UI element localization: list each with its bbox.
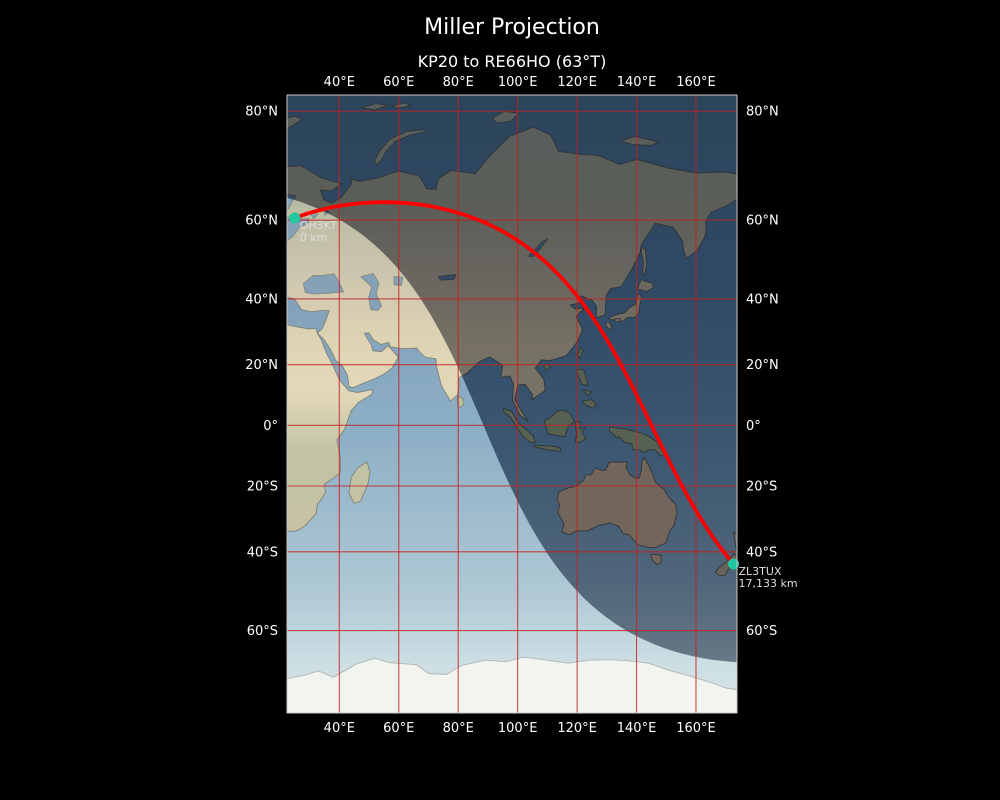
land-franz-josef-east bbox=[392, 102, 412, 109]
land-honshu bbox=[609, 293, 643, 322]
lat-tick-right: 80°N bbox=[746, 105, 779, 120]
land-new-siberian-islands bbox=[619, 136, 660, 146]
lon-tick-bottom: 80°E bbox=[443, 721, 474, 736]
end-marker-label: ZL3TUX bbox=[739, 565, 782, 578]
axes-title: KP20 to RE66HO (63°T) bbox=[418, 52, 607, 71]
lat-tick-right: 20°S bbox=[746, 479, 777, 494]
land-shikoku bbox=[614, 318, 621, 323]
lat-tick-right: 40°S bbox=[746, 545, 777, 560]
land-eurasia bbox=[287, 126, 737, 422]
lat-tick-left: 40°N bbox=[245, 292, 278, 307]
land-antarctica bbox=[287, 656, 737, 713]
lon-tick-bottom: 160°E bbox=[676, 721, 716, 736]
land-sakhalin bbox=[640, 246, 648, 276]
lon-tick-bottom: 60°E bbox=[383, 721, 414, 736]
lat-tick-left: 60°S bbox=[247, 624, 278, 639]
figure-title: Miller Projection bbox=[424, 15, 600, 40]
lon-tick-top: 140°E bbox=[617, 75, 657, 90]
end-marker-distance: 17,133 km bbox=[739, 577, 798, 590]
lon-tick-top: 80°E bbox=[443, 75, 474, 90]
lat-tick-left: 0° bbox=[263, 419, 278, 434]
lat-tick-right: 20°N bbox=[746, 358, 779, 373]
start-marker-distance: 0 km bbox=[300, 231, 328, 244]
night-shade-overlay bbox=[287, 95, 737, 663]
start-marker-label: OH3KT bbox=[300, 219, 337, 232]
land-madagascar bbox=[348, 461, 371, 504]
lon-tick-top: 40°E bbox=[324, 75, 355, 90]
land-sri-lanka bbox=[456, 395, 465, 408]
lat-tick-left: 40°S bbox=[247, 545, 278, 560]
lon-tick-bottom: 100°E bbox=[498, 721, 538, 736]
lon-tick-bottom: 140°E bbox=[617, 721, 657, 736]
lon-tick-bottom: 40°E bbox=[324, 721, 355, 736]
tick-label-layer: 40°E 40°E 60°E 60°E 80°E 80°E 100°E 100°E 120°E 1… bbox=[245, 75, 779, 736]
lat-tick-right: 60°S bbox=[746, 624, 777, 639]
land-new-guinea bbox=[609, 426, 670, 457]
land-luzon bbox=[576, 368, 589, 387]
land-taiwan bbox=[576, 347, 584, 359]
land-africa bbox=[287, 324, 374, 532]
great-circle-path bbox=[292, 200, 736, 566]
basemap-layer bbox=[287, 95, 737, 713]
lat-tick-right: 0° bbox=[746, 419, 761, 434]
aral-sea bbox=[393, 275, 404, 286]
lon-tick-top: 100°E bbox=[498, 75, 538, 90]
lake-ladoga bbox=[309, 212, 319, 220]
lake-balkhash bbox=[437, 274, 457, 281]
land-visayas bbox=[583, 389, 593, 397]
land-franz-josef-land bbox=[361, 103, 389, 111]
land-borneo bbox=[543, 409, 575, 438]
lon-tick-top: 60°E bbox=[383, 75, 414, 90]
lat-tick-left: 60°N bbox=[245, 214, 278, 229]
land-java bbox=[532, 445, 562, 452]
lon-tick-bottom: 120°E bbox=[557, 721, 597, 736]
land-australia bbox=[556, 457, 678, 549]
start-marker bbox=[289, 212, 301, 224]
lat-tick-left: 20°S bbox=[247, 479, 278, 494]
land-severnaya-zemlya bbox=[491, 110, 520, 124]
lon-tick-top: 160°E bbox=[676, 75, 716, 90]
end-marker bbox=[728, 558, 740, 570]
lat-tick-right: 60°N bbox=[746, 214, 779, 229]
map-border bbox=[286, 94, 738, 714]
great-circle-clip-group bbox=[292, 200, 736, 566]
black-sea bbox=[302, 273, 345, 295]
land-tasmania bbox=[650, 553, 662, 566]
lat-tick-left: 80°N bbox=[245, 105, 278, 120]
lon-tick-top: 120°E bbox=[557, 75, 597, 90]
land-mindanao bbox=[582, 399, 598, 409]
gridline-layer bbox=[287, 95, 737, 713]
lat-tick-right: 40°N bbox=[746, 292, 779, 307]
land-svalbard bbox=[287, 115, 303, 130]
land-kyushu bbox=[605, 321, 613, 331]
lat-tick-left: 20°N bbox=[245, 358, 278, 373]
land-hokkaido bbox=[636, 278, 654, 293]
caspian-sea bbox=[360, 272, 382, 311]
land-novaya-zemlya bbox=[373, 129, 426, 166]
daylight-tint-overlay bbox=[287, 197, 737, 713]
